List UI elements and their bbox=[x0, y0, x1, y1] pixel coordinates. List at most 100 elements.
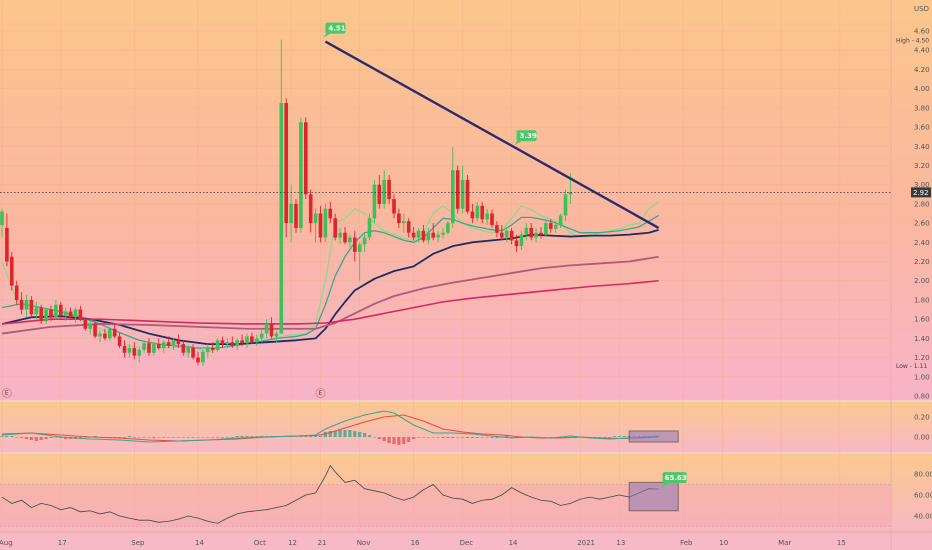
macd-histogram-bar bbox=[333, 431, 337, 437]
candle-body bbox=[514, 240, 519, 247]
time-tick-label: 16 bbox=[411, 539, 420, 547]
candle-body bbox=[348, 237, 352, 243]
price-tick-label: 3.20 bbox=[914, 162, 930, 170]
rsi-tick-label: 60.00 bbox=[914, 492, 932, 500]
macd-histogram-bar bbox=[29, 437, 33, 440]
macd-histogram-bar bbox=[181, 437, 185, 438]
macd-histogram-bar bbox=[34, 437, 38, 441]
candle-body bbox=[49, 309, 53, 318]
candle-body bbox=[480, 205, 484, 220]
macd-histogram-bar bbox=[617, 436, 621, 437]
price-tick-label: 0.80 bbox=[914, 393, 930, 401]
price-tick-label: 1.60 bbox=[914, 316, 930, 324]
macd-histogram-bar bbox=[549, 437, 553, 438]
candle-body bbox=[196, 357, 200, 363]
candle-body bbox=[137, 349, 141, 356]
candle-body bbox=[255, 338, 259, 343]
macd-histogram-bar bbox=[147, 437, 151, 438]
time-tick-label: Sep bbox=[131, 539, 145, 547]
macd-histogram-bar bbox=[78, 437, 82, 438]
macd-histogram-bar bbox=[10, 436, 14, 437]
macd-histogram-bar bbox=[407, 437, 411, 442]
time-tick-label: Aug bbox=[0, 539, 13, 547]
macd-histogram-bar bbox=[416, 437, 421, 438]
macd-histogram-bar bbox=[328, 431, 332, 437]
macd-histogram-bar bbox=[5, 436, 9, 437]
macd-line bbox=[1, 414, 659, 442]
price-tick-label: 1.40 bbox=[914, 335, 930, 343]
candle-body bbox=[436, 234, 440, 238]
rsi-callout-text: 65.63 bbox=[665, 474, 687, 482]
rsi-panel: 80.00 60.00 40.00 65.63 bbox=[0, 464, 932, 527]
candle-body bbox=[304, 122, 308, 195]
candle-body bbox=[362, 237, 367, 245]
candle-body bbox=[230, 342, 235, 347]
price-callout: 4.51 bbox=[323, 22, 346, 38]
time-tick-label: Feb bbox=[680, 539, 693, 547]
time-tick-label: Dec bbox=[460, 539, 474, 547]
earnings-marker-letter: E bbox=[319, 390, 323, 397]
price-tick-label: 1.20 bbox=[914, 354, 930, 362]
time-tick-label: Nov bbox=[357, 539, 371, 547]
candle-body bbox=[191, 347, 195, 358]
macd-histogram-bar bbox=[225, 437, 229, 438]
macd-histogram-bar bbox=[402, 437, 406, 444]
macd-histogram-bar bbox=[436, 437, 440, 438]
macd-histogram-bar bbox=[475, 437, 479, 438]
candle-body bbox=[441, 232, 445, 235]
callout-text: 3.39 bbox=[520, 132, 537, 140]
macd-histogram-bar bbox=[230, 437, 234, 438]
candle-body bbox=[455, 170, 460, 209]
candle-body bbox=[63, 311, 68, 316]
candle-body bbox=[54, 304, 58, 318]
earnings-marker bbox=[2, 388, 12, 398]
macd-histogram-bar bbox=[372, 437, 376, 438]
macd-histogram-bar bbox=[377, 437, 381, 439]
candle-body bbox=[78, 309, 83, 320]
macd-histogram-bar bbox=[235, 436, 239, 437]
candle-body bbox=[152, 344, 156, 353]
candle-body bbox=[279, 103, 284, 334]
macd-histogram-bar bbox=[191, 437, 195, 438]
candle-body bbox=[108, 328, 112, 339]
macd-histogram-bar bbox=[255, 436, 259, 437]
price-callout: 3.39 bbox=[514, 130, 537, 146]
time-tick-label: 14 bbox=[509, 539, 518, 547]
candle-body bbox=[24, 299, 29, 310]
candle-body bbox=[524, 227, 529, 235]
candle-body bbox=[465, 179, 470, 212]
candle-body bbox=[308, 194, 313, 224]
last-price-label: 2.92 bbox=[913, 189, 929, 197]
rsi-highlight-box bbox=[628, 481, 679, 512]
candle-body bbox=[460, 179, 465, 209]
macd-histogram-bar bbox=[358, 432, 362, 437]
candle-body bbox=[127, 347, 132, 353]
rsi-panel-background bbox=[0, 454, 932, 532]
macd-histogram-bar bbox=[461, 437, 465, 438]
macd-histogram-bar bbox=[598, 437, 602, 438]
macd-histogram-bar bbox=[142, 437, 146, 438]
macd-histogram-bar bbox=[392, 437, 396, 444]
macd-histogram-bar bbox=[216, 437, 220, 438]
macd-tick-label: 0.20 bbox=[914, 414, 930, 422]
time-tick-label: Oct bbox=[254, 539, 266, 547]
axes-layer: USD 4.60 4.40 4.20 4.00 3.80 3.60 3.40 3.20 3.00… bbox=[0, 5, 930, 547]
candle-body bbox=[451, 170, 455, 224]
earnings-marker-letter: E bbox=[5, 390, 9, 397]
macd-histogram-bar bbox=[309, 436, 313, 437]
candle-body bbox=[274, 333, 279, 337]
candle-body bbox=[0, 211, 4, 226]
macd-line bbox=[1, 410, 659, 443]
candle-body bbox=[544, 223, 548, 235]
macd-histogram-bar bbox=[15, 437, 19, 438]
candle-body bbox=[534, 232, 538, 238]
macd-histogram-bar bbox=[446, 437, 450, 438]
low-label: Low - 1.11 bbox=[896, 363, 927, 370]
macd-histogram-bar bbox=[456, 437, 460, 438]
price-tick-label: 4.60 bbox=[914, 28, 930, 36]
moving-average-line bbox=[1, 255, 659, 335]
candle-body bbox=[402, 221, 406, 224]
macd-histogram-bar bbox=[49, 437, 53, 438]
moving-averages-layer bbox=[1, 201, 659, 353]
